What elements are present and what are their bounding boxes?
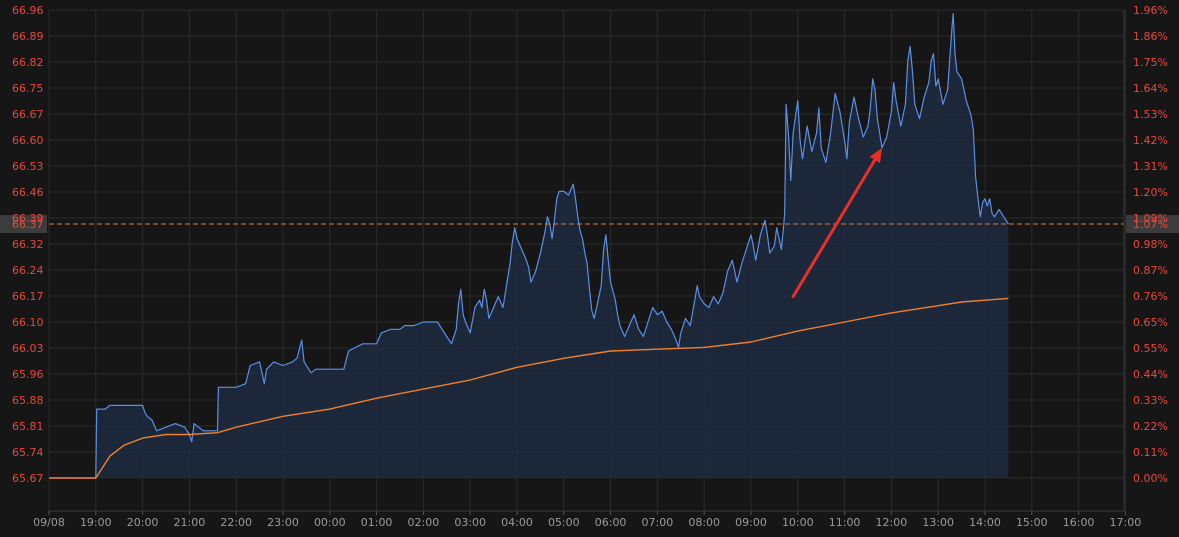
y-tick-label-right: 1.09% — [1133, 212, 1168, 225]
y-tick-label-left: 65.74 — [12, 446, 44, 459]
annotations — [791, 147, 883, 299]
x-tick-label: 14:00 — [969, 516, 1001, 529]
reference-label-left-bg — [0, 215, 47, 234]
y-tick-label-right: 1.20% — [1133, 186, 1168, 199]
y-tick-label-left: 66.53 — [12, 160, 44, 173]
x-tick-label: 15:00 — [1016, 516, 1048, 529]
series-lines — [49, 13, 1009, 479]
reference-line: 66.37 1.07% — [0, 215, 1179, 234]
y-tick-label-right: 1.53% — [1133, 108, 1168, 121]
annotation-arrow-head — [869, 147, 883, 163]
x-tick-label: 04:00 — [501, 516, 533, 529]
x-tick-label: 10:00 — [782, 516, 814, 529]
y-tick-label-left: 66.03 — [12, 342, 44, 355]
y-tick-label-right: 0.22% — [1133, 420, 1168, 433]
x-tick-label: 11:00 — [829, 516, 861, 529]
y-tick-label-right: 0.11% — [1133, 446, 1168, 459]
y-tick-label-right: 1.75% — [1133, 56, 1168, 69]
y-tick-label-left: 66.75 — [12, 82, 44, 95]
average-line — [49, 297, 1009, 479]
y-tick-label-left: 66.32 — [12, 238, 44, 251]
y-tick-label-left: 65.67 — [12, 472, 44, 485]
reference-label-right: 1.07% — [1133, 218, 1168, 231]
x-tick-label: 08:00 — [688, 516, 720, 529]
y-tick-label-right: 0.55% — [1133, 342, 1168, 355]
reference-label-left: 66.37 — [12, 218, 44, 231]
series-area-fill — [49, 13, 1009, 478]
x-tick-label: 09:00 — [735, 516, 767, 529]
y-tick-label-left: 66.46 — [12, 186, 44, 199]
y-tick-label-left: 65.81 — [12, 420, 44, 433]
y-tick-label-right: 1.86% — [1133, 30, 1168, 43]
y-tick-label-left: 66.67 — [12, 108, 44, 121]
y-tick-label-right: 1.96% — [1133, 4, 1168, 17]
y-tick-label-right: 0.33% — [1133, 394, 1168, 407]
x-tick-label: 03:00 — [454, 516, 486, 529]
y-tick-label-right: 1.64% — [1133, 82, 1168, 95]
y-tick-label-left: 66.17 — [12, 290, 44, 303]
y-tick-label-right: 1.42% — [1133, 134, 1168, 147]
y-tick-label-left: 66.96 — [12, 4, 44, 17]
y-tick-label-right: 0.76% — [1133, 290, 1168, 303]
x-tick-label: 23:00 — [267, 516, 299, 529]
x-tick-label: 01:00 — [361, 516, 393, 529]
y-tick-label-right: 1.31% — [1133, 160, 1168, 173]
x-tick-label: 22:00 — [220, 516, 252, 529]
x-tick-label: 20:00 — [127, 516, 159, 529]
y-tick-label-left: 66.10 — [12, 316, 44, 329]
price-area — [49, 13, 1009, 478]
y-tick-label-left: 66.89 — [12, 30, 44, 43]
x-tick-label: 00:00 — [314, 516, 346, 529]
annotation-arrow-shaft — [791, 158, 877, 299]
y-tick-label-right: 0.00% — [1133, 472, 1168, 485]
y-tick-label-right: 0.65% — [1133, 316, 1168, 329]
y-tick-label-left: 66.24 — [12, 264, 44, 277]
y-tick-label-left: 66.60 — [12, 134, 44, 147]
y-tick-label-left: 66.82 — [12, 56, 44, 69]
y-axis-left: 66.96 66.89 66.82 66.75 66.67 66.60 66.53 66.46… — [12, 4, 44, 485]
y-tick-label-left: 65.88 — [12, 394, 44, 407]
y-tick-label-left: 66.39 — [12, 212, 44, 225]
y-tick-label-left: 65.96 — [12, 368, 44, 381]
x-tick-label: 21:00 — [174, 516, 206, 529]
y-tick-label-right: 0.98% — [1133, 238, 1168, 251]
x-tick-label: 05:00 — [548, 516, 580, 529]
x-tick-label: 02:00 — [408, 516, 440, 529]
x-tick-label: 16:00 — [1063, 516, 1095, 529]
x-tick-label: 19:00 — [80, 516, 112, 529]
y-axis-right: 1.96% 1.86% 1.75% 1.64% 1.53% 1.42% 1.31% 1.20%… — [1133, 4, 1168, 485]
price-line — [49, 13, 1009, 479]
x-axis: 09/08 19:00 20:00 21:00 22:00 23:00 00:00 01:00… — [33, 10, 1141, 529]
x-tick-label: 09/08 — [33, 516, 65, 529]
x-tick-label: 13:00 — [922, 516, 954, 529]
x-tick-label: 12:00 — [876, 516, 908, 529]
y-tick-label-right: 0.87% — [1133, 264, 1168, 277]
y-tick-label-right: 0.44% — [1133, 368, 1168, 381]
reference-label-right-bg — [1126, 215, 1179, 234]
x-tick-label: 07:00 — [642, 516, 674, 529]
x-tick-label: 17:00 — [1110, 516, 1142, 529]
x-tick-label: 06:00 — [595, 516, 627, 529]
